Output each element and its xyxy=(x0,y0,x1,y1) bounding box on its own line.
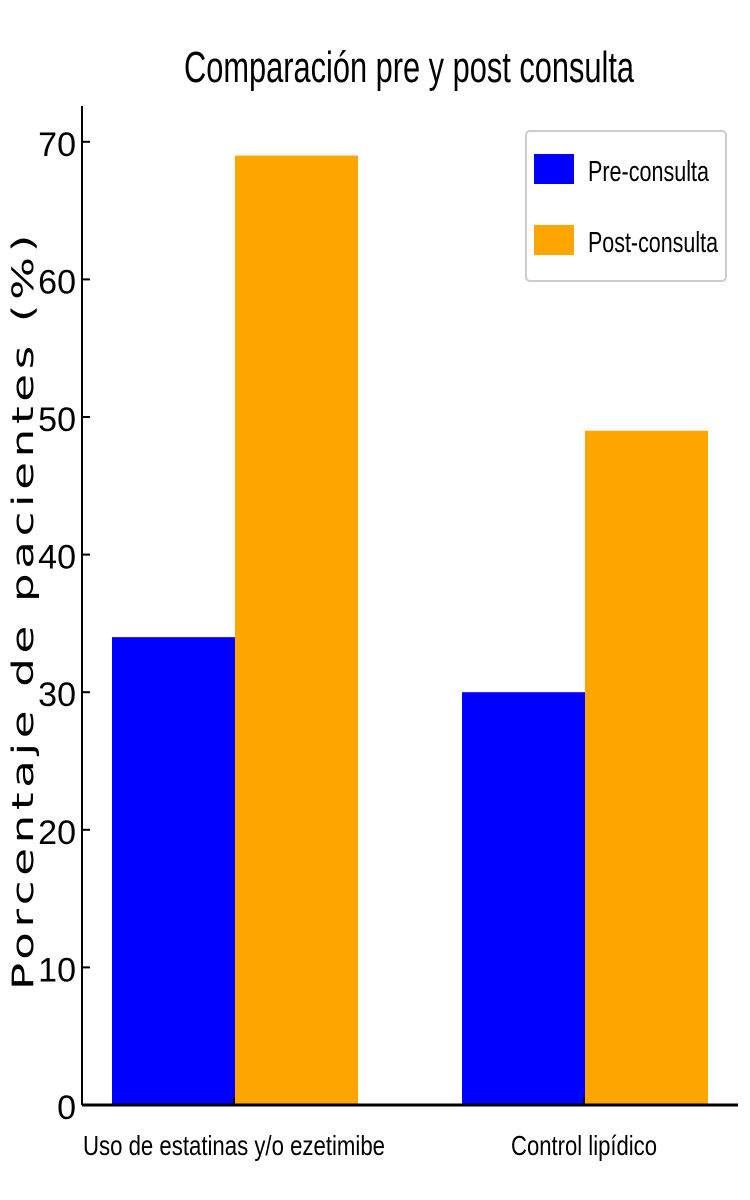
y-tick-label: 50 xyxy=(38,401,76,439)
legend-swatch-pre xyxy=(534,154,574,184)
bar-pre-1 xyxy=(462,692,585,1105)
legend: Pre-consulta Post-consulta xyxy=(525,130,727,282)
legend-swatch-post xyxy=(534,225,574,255)
legend-frame xyxy=(525,130,727,282)
y-tick-label: 0 xyxy=(57,1089,76,1127)
y-tick-label: 10 xyxy=(38,951,76,989)
bars-group xyxy=(112,155,708,1105)
x-category-label: Uso de estatinas y/o ezetimibe xyxy=(83,1130,385,1161)
legend-label-pre: Pre-consulta xyxy=(588,156,710,188)
y-tick-label: 70 xyxy=(38,126,76,164)
bar-post-0 xyxy=(235,155,358,1105)
chart-title: Comparación pre y post consulta xyxy=(184,43,634,92)
y-ticks-group: 0 10 20 30 40 50 60 70 xyxy=(38,126,90,1127)
y-tick-label: 40 xyxy=(38,539,76,577)
bar-pre-0 xyxy=(112,637,235,1105)
bar-post-1 xyxy=(585,430,708,1105)
y-tick-label: 60 xyxy=(38,263,76,301)
y-axis-label: Porcentaje de pacientes (%) xyxy=(6,230,40,990)
legend-label-post: Post-consulta xyxy=(588,227,719,259)
x-category-label: Control lipídico xyxy=(511,1130,657,1161)
x-labels-group: Uso de estatinas y/o ezetimibe Control li… xyxy=(83,1097,657,1161)
y-tick-label: 20 xyxy=(38,814,76,852)
y-tick-label: 30 xyxy=(38,676,76,714)
